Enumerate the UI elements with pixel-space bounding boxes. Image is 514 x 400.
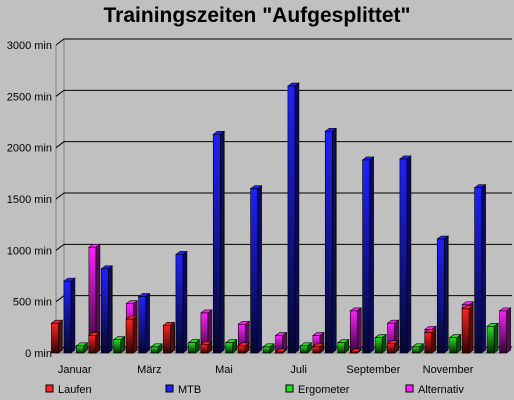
bars [50, 82, 512, 354]
bar-laufen-6 [237, 342, 250, 354]
legend-swatch [45, 384, 54, 393]
bar-ergometer-9 [374, 334, 387, 354]
chart-title: Trainingszeiten "Aufgesplittet" [104, 4, 411, 27]
x-tick-label: Juli [290, 364, 307, 376]
bar-alternativ-6 [274, 331, 288, 354]
legend-swatch [405, 384, 414, 393]
legend-label: Laufen [58, 384, 92, 396]
y-tick-label: 500 min [13, 297, 52, 309]
bar-laufen-12 [461, 305, 474, 354]
y-tick-label: 2500 min [7, 91, 52, 103]
bar-laufen-7 [274, 348, 288, 354]
bar-mtb-2 [100, 265, 114, 354]
bar-mtb-6 [249, 185, 263, 354]
legend-label: MTB [178, 384, 201, 396]
x-tick-label: Mai [215, 364, 233, 376]
legend-item-laufen: Laufen [45, 384, 92, 396]
bar-mtb-5 [212, 130, 226, 354]
y-tick-label: 1500 min [7, 194, 52, 206]
bar-laufen-2 [87, 331, 101, 354]
y-tick-label: 1000 min [7, 245, 52, 257]
legend-swatch [285, 384, 294, 393]
bar-mtb-10 [399, 155, 412, 354]
bar-ergometer-5 [224, 339, 238, 354]
x-axis: Januar März Mai Juli September November [58, 364, 474, 376]
bar-ergometer-4 [187, 339, 201, 354]
bar-ergometer-7 [299, 342, 313, 354]
bar-ergometer-1 [75, 342, 89, 354]
gridline [55, 141, 512, 149]
y-tick-label: 0 min [25, 348, 52, 360]
y-tick-label: 3000 min [7, 40, 52, 52]
gridline [55, 89, 512, 97]
y-axis: 0 min 500 min 1000 min 1500 min 2000 min 2500… [7, 40, 52, 360]
bar-ergometer-8 [336, 339, 350, 354]
bar-alternativ-8 [349, 307, 363, 354]
bar-mtb-8 [324, 127, 338, 354]
bar-mtb-7 [287, 82, 300, 354]
bar-ergometer-3 [150, 343, 163, 354]
x-tick-label: September [346, 364, 400, 376]
legend-item-mtb: MTB [165, 384, 201, 396]
bar-mtb-3 [137, 292, 151, 354]
legend-item-ergometer: Ergometer [285, 384, 350, 396]
bar-ergometer-12 [486, 322, 499, 354]
bar-laufen-3 [125, 315, 138, 354]
legend-label: Ergometer [298, 384, 350, 396]
bar-alternativ-12 [498, 307, 512, 354]
bar-laufen-8 [311, 343, 325, 354]
gridline [55, 38, 512, 46]
legend-swatch [165, 384, 174, 393]
legend: Laufen MTB Ergometer Alternativ [45, 384, 464, 396]
bar-mtb-4 [175, 250, 188, 354]
bar-mtb-11 [436, 235, 450, 354]
bar-laufen-9 [349, 348, 362, 354]
bar-ergometer-6 [262, 343, 275, 354]
bar-mtb-9 [361, 156, 375, 354]
bar-laufen-10 [386, 340, 400, 354]
bar-ergometer-2 [112, 336, 126, 354]
x-tick-label: November [423, 364, 474, 376]
bar-ergometer-10 [411, 343, 425, 354]
bar-laufen-5 [199, 341, 213, 354]
x-tick-label: März [137, 364, 161, 376]
bar-mtb-1 [63, 277, 76, 354]
legend-item-alternativ: Alternativ [405, 384, 464, 396]
bar-laufen-4 [162, 321, 176, 354]
bar-laufen-1 [50, 319, 64, 354]
legend-label: Alternativ [418, 384, 464, 396]
bar-mtb-12 [473, 184, 487, 354]
y-tick-label: 2000 min [7, 143, 52, 155]
bar-alternativ-1 [88, 243, 101, 354]
bar-ergometer-11 [448, 334, 462, 354]
bar-laufen-11 [423, 328, 437, 354]
x-tick-label: Januar [58, 364, 92, 376]
